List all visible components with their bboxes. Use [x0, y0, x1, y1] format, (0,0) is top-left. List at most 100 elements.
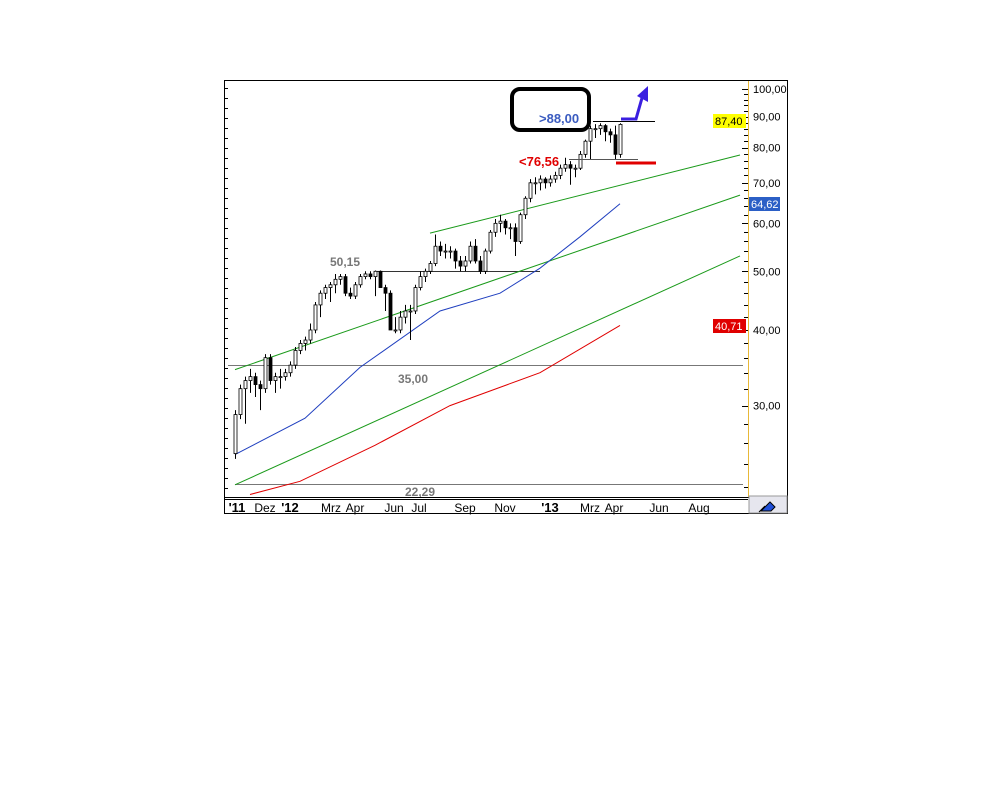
candle-up [248, 376, 253, 381]
candle-down [383, 287, 388, 294]
candle-up [588, 128, 593, 142]
candle-down [348, 292, 353, 297]
candle-up [243, 380, 248, 390]
red-ma-tag: 40,71 [715, 321, 743, 333]
level-label: 35,00 [398, 372, 428, 386]
candle-up [238, 388, 243, 415]
candle-up [298, 343, 303, 351]
x-tick-label: Mrz [321, 501, 341, 515]
candle-up [308, 329, 313, 341]
candle-up [498, 220, 503, 224]
candle-up [448, 250, 453, 253]
trendline [234, 255, 741, 486]
y-tick-label: 70,00 [753, 178, 781, 190]
last-price-tag: 87,40 [715, 116, 743, 128]
candle-down [568, 164, 573, 169]
candle-up [443, 250, 448, 253]
draw-tool-button[interactable] [748, 495, 788, 514]
candle-up [618, 124, 623, 155]
x-tick-label: '11 [229, 500, 246, 515]
candle-up [528, 182, 533, 199]
y-tick-label: 30,00 [753, 401, 781, 413]
candle-up [408, 310, 413, 313]
candle-up [468, 245, 473, 262]
candle-up [363, 273, 368, 278]
x-tick-label: Nov [494, 501, 515, 515]
x-tick-label: Aug [688, 501, 709, 515]
candle-up [553, 174, 558, 180]
candle-up [338, 276, 343, 280]
candle-down [378, 270, 383, 288]
price-tags: 87,40 64,62 40,71 [713, 114, 780, 333]
candle-up [598, 125, 603, 130]
candle-up [433, 245, 438, 264]
stop-label: <76,56 [519, 154, 559, 169]
breakout-label: >88,00 [539, 111, 579, 126]
candles [233, 123, 623, 459]
annotations: >88,00 <76,56 [510, 86, 656, 169]
candle-up [278, 376, 283, 379]
level-label: 22,29 [405, 485, 435, 499]
candle-up [578, 153, 583, 169]
candle-up [418, 276, 423, 288]
candle-up [403, 310, 408, 318]
y-tick-label: 50,00 [753, 266, 781, 278]
candle-up [328, 284, 333, 288]
candle-up [293, 350, 298, 366]
candle-up [398, 316, 403, 331]
candle-down [368, 273, 373, 278]
candle-up [508, 227, 513, 230]
candle-down [613, 134, 618, 155]
candle-up [583, 140, 588, 155]
candle-down [253, 376, 258, 385]
candle-down [473, 245, 478, 262]
x-tick-label: Apr [605, 501, 624, 515]
moving-averages [234, 203, 621, 495]
candle-down [343, 276, 348, 294]
candle-up [233, 414, 238, 454]
trendline [234, 194, 741, 371]
candle-up [423, 270, 428, 278]
candle-down [503, 220, 508, 229]
level-label: 50,15 [330, 255, 360, 269]
y-tick-label: 40,00 [753, 325, 781, 337]
candle-down [603, 125, 608, 133]
candle-down [513, 227, 518, 242]
chart-frame [224, 80, 788, 514]
horizontal-levels: 50,15 35,00 22,29 [228, 255, 743, 499]
candle-up [318, 292, 323, 306]
x-tick-label: Apr [346, 501, 365, 515]
candle-up [558, 167, 563, 176]
y-tick-label: 100,00 [753, 84, 787, 96]
candle-up [538, 178, 543, 184]
x-tick-label: Mrz [580, 501, 600, 515]
candle-up [523, 197, 528, 216]
pen-icon [758, 501, 776, 513]
x-tick-label: '13 [541, 500, 559, 515]
candle-down [608, 131, 613, 136]
candle-down [543, 178, 548, 184]
up-arrow-icon [621, 97, 644, 121]
x-tick-label: Jul [411, 501, 426, 515]
candle-up [533, 182, 538, 185]
candle-down [258, 384, 263, 390]
candle-up [413, 287, 418, 312]
x-axis: '11 Dez '12 Mrz Apr Jun Jul Sep Nov '13 Mrz Apr Jun A… [229, 500, 710, 515]
x-tick-label: Jun [384, 501, 403, 515]
y-tick-label: 90,00 [753, 112, 781, 124]
candle-up [428, 263, 433, 272]
candle-up [353, 284, 358, 297]
candle-up [273, 376, 278, 381]
candle-down [478, 260, 483, 272]
candle-up [488, 231, 493, 252]
blue-ma-tag: 64,62 [751, 199, 779, 211]
candle-up [518, 214, 523, 242]
candle-up [463, 260, 468, 267]
candle-up [283, 372, 288, 378]
candle-up [483, 250, 488, 272]
x-tick-label: '12 [281, 500, 299, 515]
candle-up [548, 178, 553, 184]
candle-up [303, 339, 308, 344]
x-tick-label: Dez [254, 501, 275, 515]
candle-up [373, 270, 378, 278]
